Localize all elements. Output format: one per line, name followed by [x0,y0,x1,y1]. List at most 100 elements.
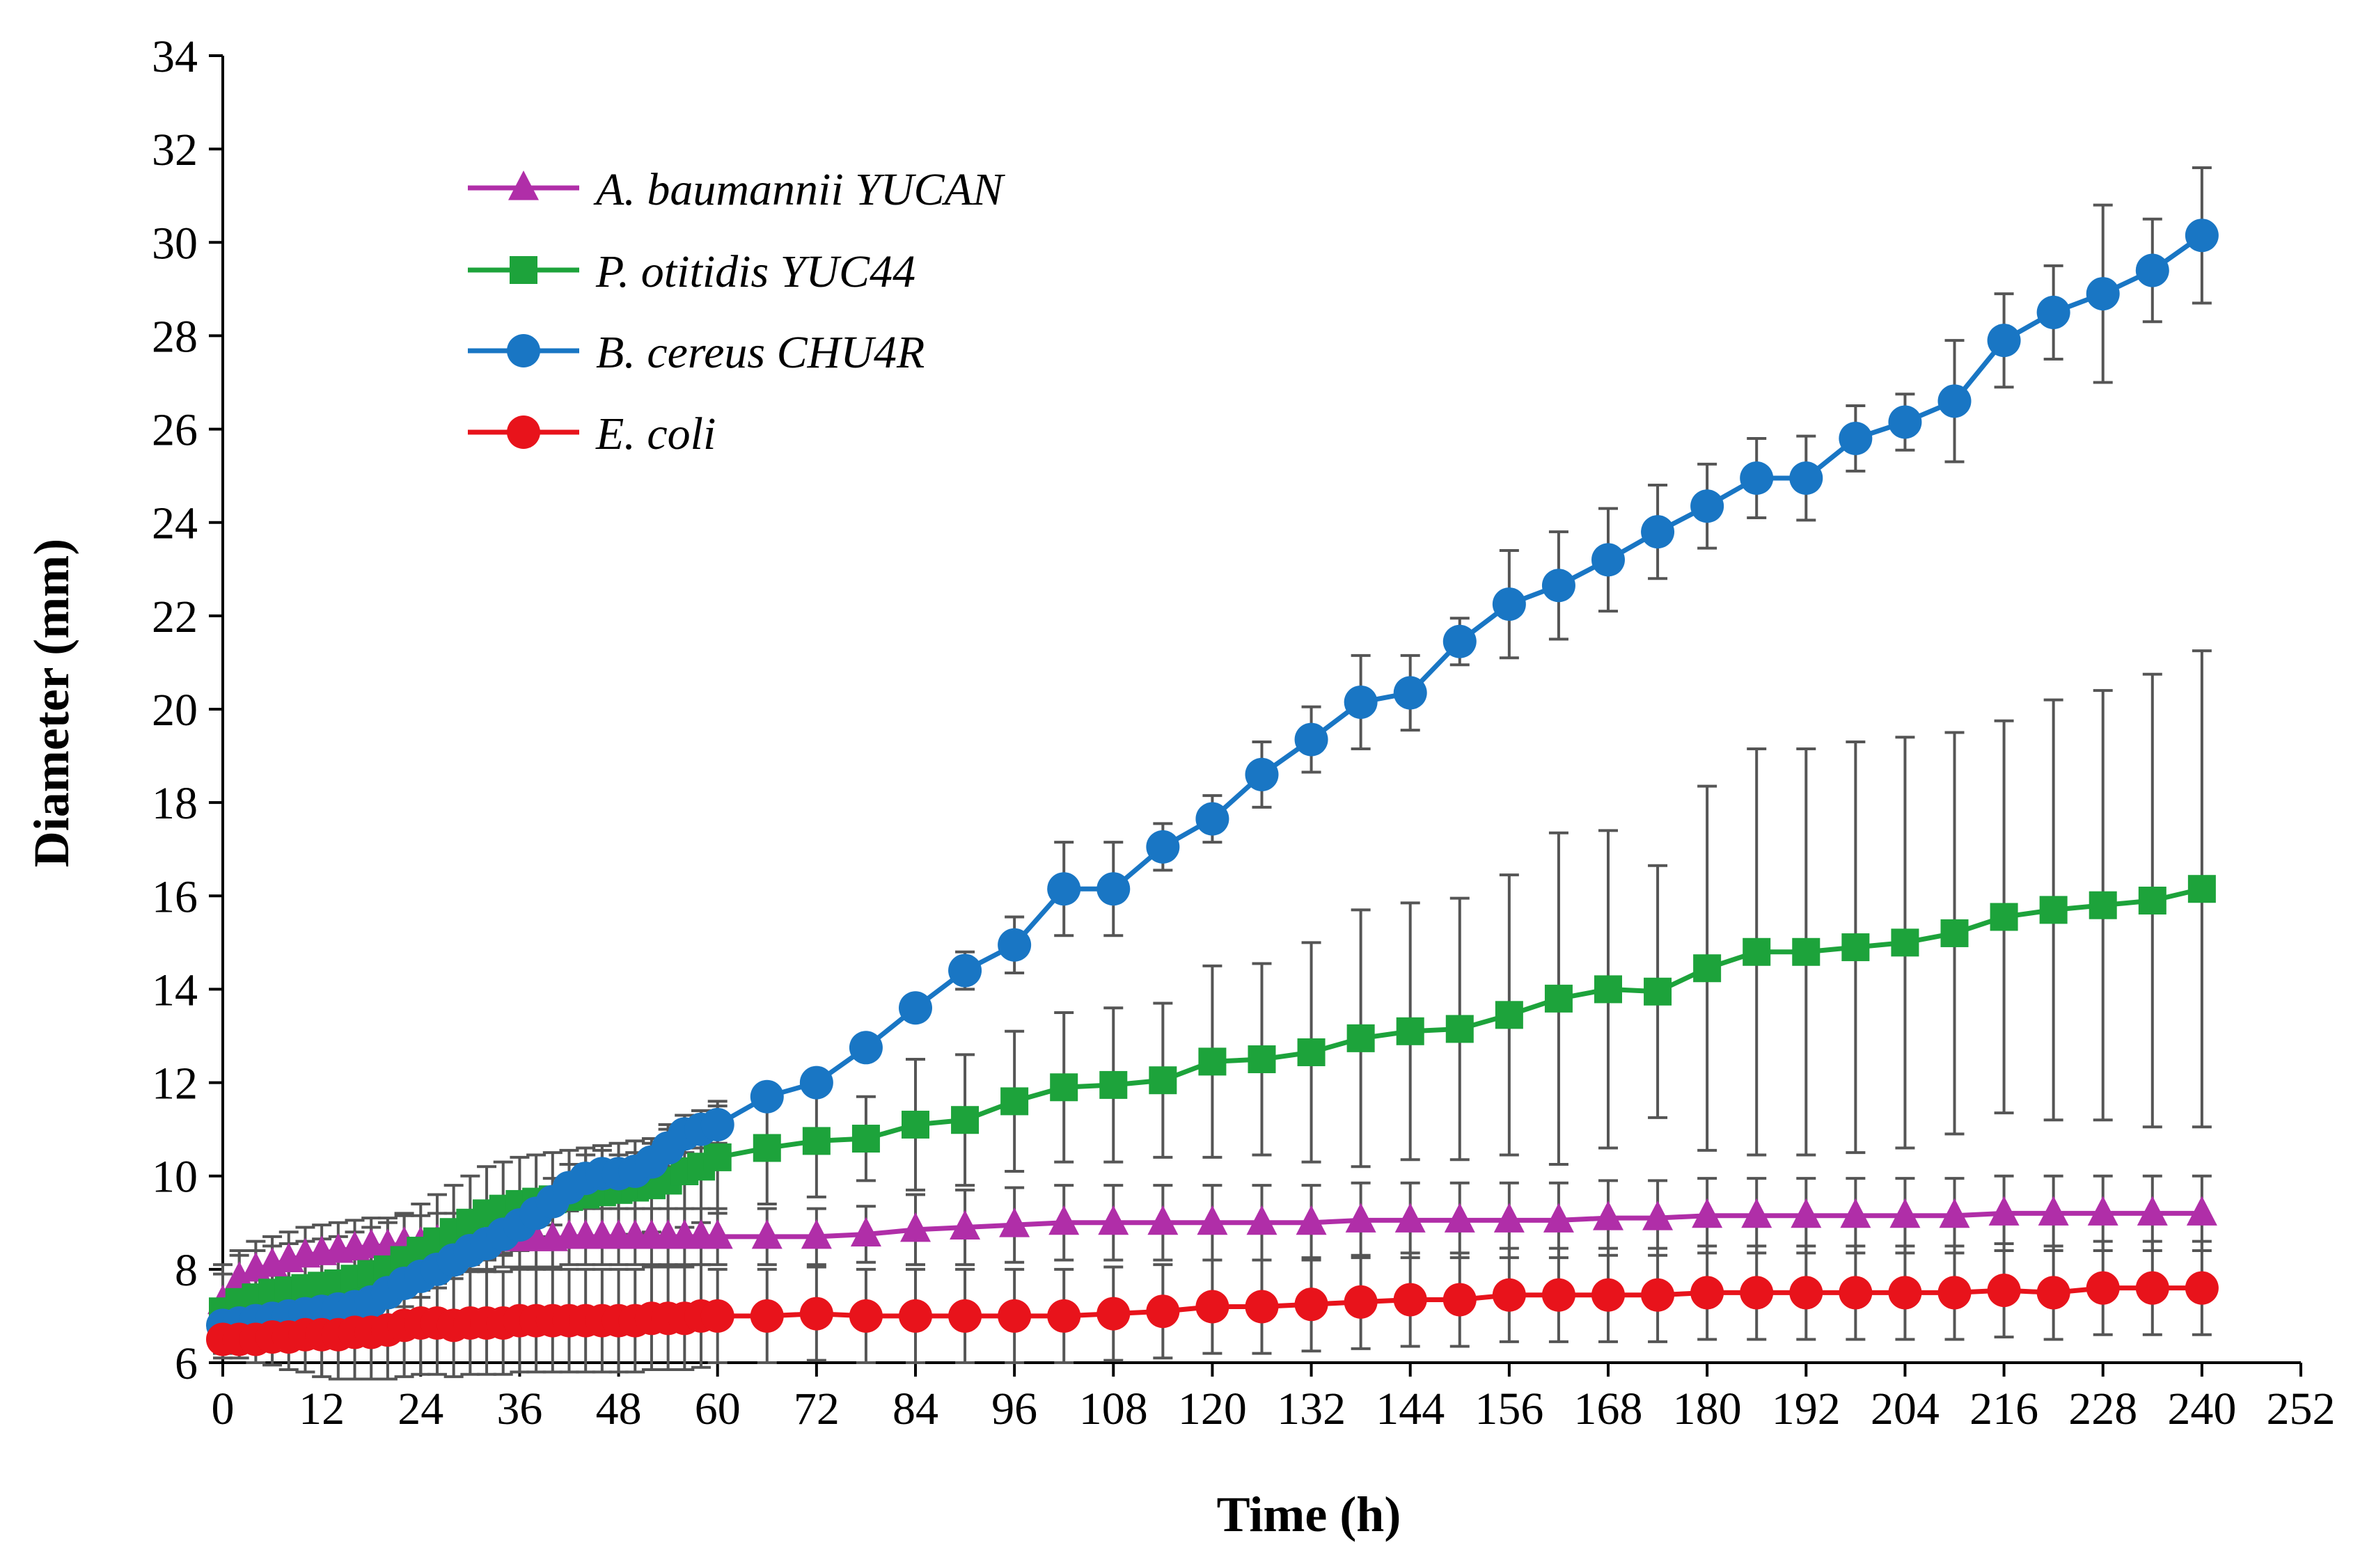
x-tick-label: 36 [496,1384,542,1434]
data-point [948,1299,982,1333]
x-tick-label: 120 [1178,1384,1247,1434]
series-2 [206,219,2219,1343]
data-point [849,1031,883,1065]
y-tick-label: 34 [152,31,198,82]
y-tick-label: 16 [152,871,198,922]
data-point [1442,1283,1477,1317]
y-tick-label: 14 [152,965,198,1015]
legend-label: B. cereus CHU4R [596,327,925,378]
legend-label: E. coli [595,409,716,459]
data-point [1442,624,1477,658]
series-3 [206,1271,2219,1356]
data-point [1492,587,1526,621]
x-tick-label: 204 [1871,1384,1940,1434]
data-point [1195,802,1229,836]
data-point [1743,937,1771,966]
data-point [849,1299,883,1333]
y-tick-label: 18 [152,778,198,829]
data-point [1248,1045,1276,1074]
data-point [850,1217,881,1247]
data-point [1195,1290,1229,1324]
data-point [2135,1271,2169,1305]
data-point [1888,405,1922,439]
legend: A. baumannii YUCAN P. otitidis YUC44 B. ce… [468,164,1006,459]
data-point [1690,1276,1724,1310]
data-point [1294,1288,1328,1322]
data-point [998,1299,1032,1333]
data-point [2187,875,2216,903]
y-tick-label: 20 [152,685,198,736]
data-point [799,1297,833,1331]
x-tick-label: 84 [892,1384,938,1434]
x-tick-label: 180 [1673,1384,1742,1434]
data-point [1445,1015,1474,1043]
data-point [1444,1203,1475,1233]
legend-swatch-marker [510,256,537,284]
series-lines [206,219,2219,1356]
data-point [1839,421,1873,455]
data-point [751,1219,783,1249]
data-point [1644,977,1672,1006]
data-point [1344,685,1378,719]
data-point [951,1106,980,1134]
x-tick-label: 48 [596,1384,642,1434]
data-point [1642,1201,1674,1230]
data-point [899,991,932,1025]
x-tick-label: 252 [2267,1384,2336,1434]
data-point [1393,1283,1427,1317]
x-tick-label: 240 [2167,1384,2236,1434]
axes: 0 12 24 36 48 60 72 84 96 108 120 132 144 156 168 180 19… [152,31,2336,1434]
data-point [948,953,982,988]
x-tick-label: 72 [794,1384,840,1434]
data-point [1937,1276,1972,1310]
data-point [2185,219,2219,253]
data-point [1891,928,1919,957]
data-point [1146,830,1180,864]
data-point [2186,1196,2217,1226]
data-point [1791,1198,1822,1228]
data-point [1245,757,1279,791]
y-tick-label: 26 [152,405,198,456]
data-point [899,1299,932,1333]
data-point [1396,1017,1424,1045]
y-tick-label: 32 [152,125,198,175]
x-tick-label: 132 [1277,1384,1346,1434]
data-point [2185,1271,2219,1305]
x-tick-label: 96 [991,1384,1037,1434]
data-point [1149,1066,1177,1095]
y-tick-label: 30 [152,218,198,269]
data-point [2038,1196,2069,1226]
legend-swatch-marker [507,334,540,367]
data-point [1988,1196,2020,1226]
data-point [1792,937,1821,966]
y-tick-label: 28 [152,311,198,362]
data-point [1839,1276,1873,1310]
y-tick-label: 12 [152,1059,198,1109]
data-point [700,1299,734,1333]
data-point [1693,954,1722,983]
data-point [2089,891,2117,919]
y-tick-label: 8 [175,1245,198,1296]
legend-entry: A. baumannii YUCAN [468,164,1006,215]
data-point [1888,1276,1922,1310]
legend-entry: B. cereus CHU4R [468,327,925,378]
data-point [1197,1205,1228,1235]
data-point [1594,975,1622,1004]
x-tick-label: 168 [1574,1384,1643,1434]
legend-entry: P. otitidis YUC44 [468,246,915,297]
data-point [750,1079,784,1114]
data-point [1098,1205,1129,1235]
data-point [700,1107,734,1141]
data-point [902,1110,929,1139]
data-point [2138,886,2167,914]
data-point [702,1219,733,1249]
data-point [1692,1198,1723,1228]
data-point [1889,1198,1921,1228]
data-point [1050,1073,1078,1102]
data-point [1346,1024,1375,1052]
data-point [1047,872,1081,906]
data-point [1047,1299,1081,1333]
data-point [1939,1198,1970,1228]
